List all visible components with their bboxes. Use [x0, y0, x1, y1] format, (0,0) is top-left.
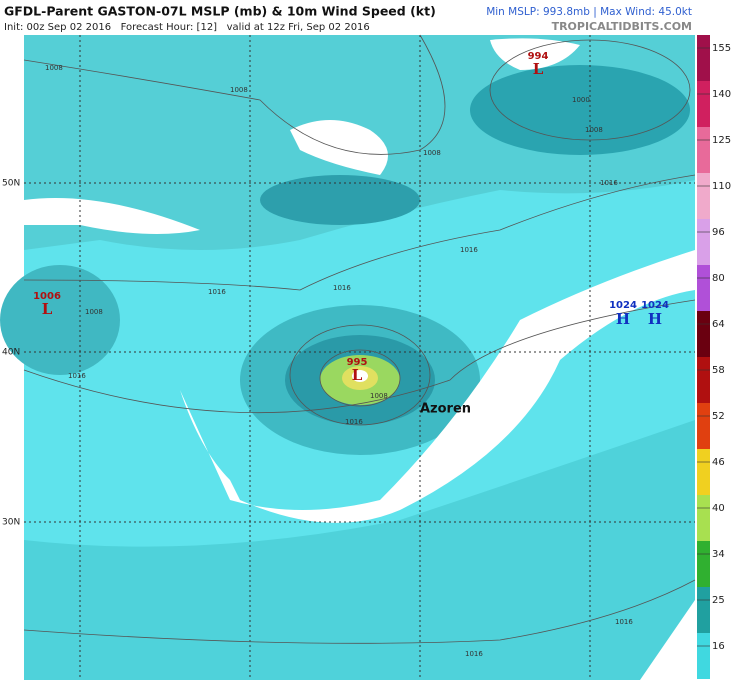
isobar-label: 1008: [370, 392, 388, 400]
colorbar-label: 140: [712, 89, 731, 100]
isobar-label: 1016: [208, 288, 226, 296]
colorbar-swatch: [697, 541, 710, 587]
colorbar-label: 110: [712, 181, 731, 192]
pressure-value: 1006: [33, 291, 61, 302]
isobar-label: 1016: [345, 418, 363, 426]
colorbar-swatch: [697, 219, 710, 265]
land: [640, 600, 695, 680]
isobar-label: 1016: [465, 650, 483, 658]
colorbar-swatch: [697, 403, 710, 449]
colorbar-swatch: [697, 127, 710, 173]
colorbar-label: 125: [712, 135, 731, 146]
colorbar-label: 96: [712, 227, 725, 238]
colorbar-swatch: [697, 357, 710, 403]
site: TROPICALTIDBITS.COM: [552, 20, 692, 33]
calm-zone: [290, 120, 388, 175]
eye: [352, 370, 368, 382]
title: GFDL-Parent GASTON-07L MSLP (mb) & 10m W…: [4, 4, 436, 19]
lat-label: 30N: [2, 518, 20, 528]
calm-zone: [490, 38, 580, 70]
place-label: Azoren: [420, 402, 471, 417]
map-area: [0, 34, 696, 680]
graticule: [24, 35, 695, 680]
isobar-label: 1008: [423, 149, 441, 157]
pressure-value: 994: [528, 51, 549, 62]
lat-label: 50N: [2, 179, 20, 189]
wind-zone: [260, 175, 420, 225]
pressure-letter: L: [533, 60, 544, 78]
init-line: Init: 00z Sep 02 2016 Forecast Hour: [12…: [4, 22, 370, 33]
pressure-letter: L: [42, 300, 53, 318]
colorbar-label: 16: [712, 641, 725, 652]
colorbar-swatch: [697, 35, 710, 81]
pressure-letter: H: [616, 310, 630, 328]
calm-zone: [180, 250, 695, 523]
colorbar-label: 40: [712, 503, 725, 514]
colorbar-swatch: [697, 449, 710, 495]
isobar-label: 1008: [85, 308, 103, 316]
isobar-label: 1016: [68, 372, 86, 380]
wind-zone: [24, 420, 695, 680]
isobars: [23, 34, 696, 644]
isobar-label: 1000: [572, 96, 590, 104]
calm-zone: [24, 198, 200, 234]
pressure-value: 995: [347, 357, 368, 368]
colorbar-swatch: [697, 633, 710, 679]
colorbar-label: 46: [712, 457, 725, 468]
colorbar-swatch: [697, 587, 710, 633]
wind-zone: [0, 265, 120, 375]
colorbar-swatch: [697, 495, 710, 541]
colorbar-label: 58: [712, 365, 725, 376]
isobar-label: 1016: [600, 179, 618, 187]
isobar-label: 1008: [230, 86, 248, 94]
colorbar-label: 80: [712, 273, 725, 284]
colorbar-swatch: [697, 265, 710, 311]
isobar-label: 1008: [45, 64, 63, 72]
pressure-letter: H: [648, 310, 662, 328]
colorbar-label: 25: [712, 595, 725, 606]
colorbar: 155 140 125 110 96 80 64 58 52 46 40 34 25 16: [697, 35, 731, 679]
isobar-label: 1016: [615, 618, 633, 626]
colorbar-label: 155: [712, 43, 731, 54]
lat-label: 40N: [2, 348, 20, 358]
colorbar-swatch: [697, 173, 710, 219]
wind-zone: [470, 65, 690, 155]
pressure-letter: L: [352, 366, 363, 384]
colorbar-label: 34: [712, 549, 725, 560]
colorbar-swatch: [697, 311, 710, 357]
pressure-value: 1024: [609, 300, 637, 311]
colorbar-swatch: [697, 81, 710, 127]
isobar-label: 1016: [333, 284, 351, 292]
stats: Min MSLP: 993.8mb | Max Wind: 45.0kt: [486, 6, 692, 18]
colorbar-label: 64: [712, 319, 725, 330]
colorbar-label: 52: [712, 411, 725, 422]
isobar-label: 1016: [460, 246, 478, 254]
pressure-value: 1024: [641, 300, 669, 311]
isobar-label: 1008: [585, 126, 603, 134]
